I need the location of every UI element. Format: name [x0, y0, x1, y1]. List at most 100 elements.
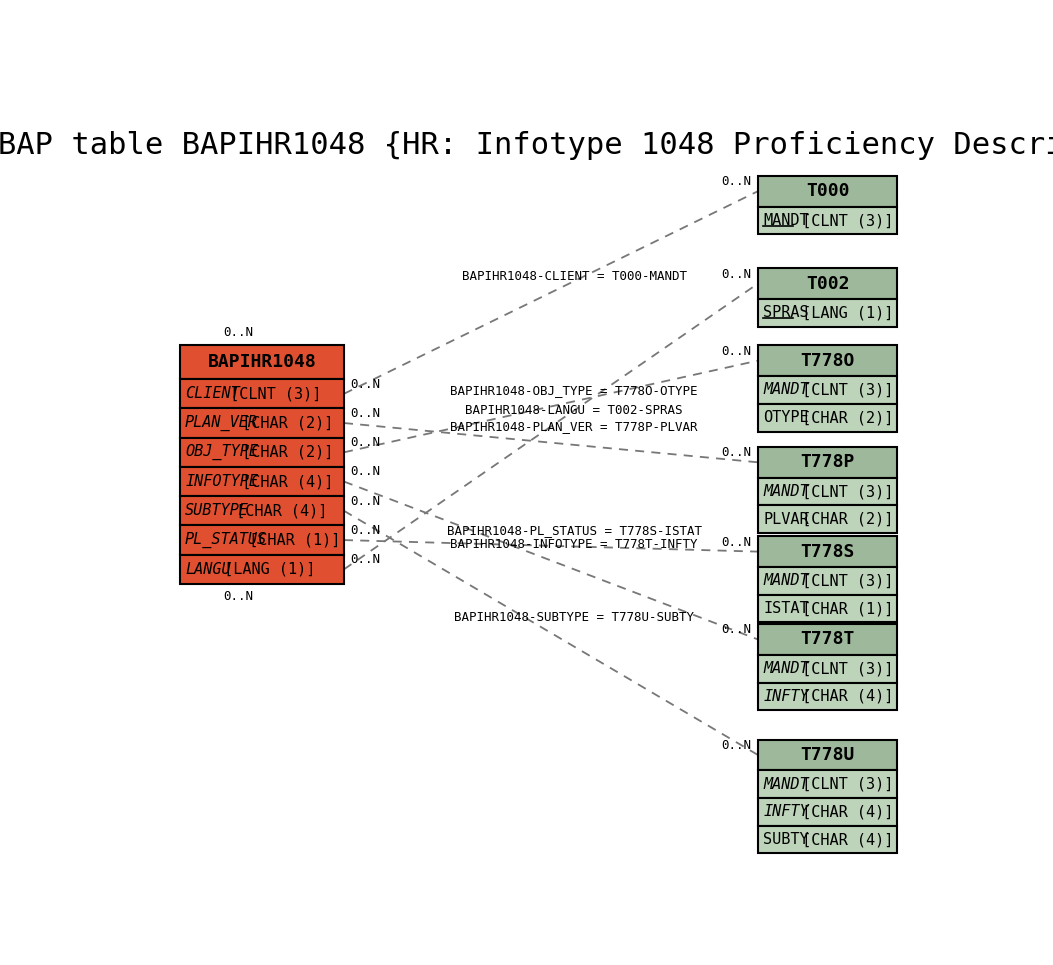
Text: 0..N: 0..N: [223, 326, 254, 339]
Text: [CHAR (1)]: [CHAR (1)]: [794, 601, 894, 616]
Bar: [758, 537, 897, 567]
Text: [CHAR (2)]: [CHAR (2)]: [794, 511, 894, 527]
Bar: [758, 567, 897, 594]
Text: 0..N: 0..N: [351, 495, 380, 508]
Text: PLVAR: PLVAR: [763, 511, 809, 527]
Text: BAPIHR1048: BAPIHR1048: [207, 353, 316, 372]
Bar: [180, 496, 344, 525]
Text: BAPIHR1048-PLAN_VER = T778P-PLVAR: BAPIHR1048-PLAN_VER = T778P-PLVAR: [451, 421, 698, 433]
Text: MANDT: MANDT: [763, 213, 809, 228]
Text: SUBTY: SUBTY: [763, 832, 809, 847]
Bar: [758, 826, 897, 853]
Text: [CHAR (2)]: [CHAR (2)]: [234, 416, 334, 430]
Bar: [180, 525, 344, 555]
Bar: [758, 506, 897, 533]
Text: [CHAR (4)]: [CHAR (4)]: [794, 689, 894, 703]
Text: 0..N: 0..N: [223, 591, 254, 603]
Bar: [758, 207, 897, 234]
Bar: [758, 268, 897, 299]
Text: [CHAR (2)]: [CHAR (2)]: [234, 445, 334, 459]
Bar: [758, 682, 897, 710]
Bar: [758, 594, 897, 622]
Text: 0..N: 0..N: [351, 407, 380, 420]
Bar: [758, 176, 897, 207]
Text: ISTAT: ISTAT: [763, 601, 809, 616]
Text: T000: T000: [806, 182, 850, 201]
Text: 0..N: 0..N: [351, 524, 380, 537]
Text: 0..N: 0..N: [721, 345, 752, 358]
Text: 0..N: 0..N: [351, 377, 380, 391]
Text: MANDT: MANDT: [763, 382, 809, 398]
Text: 0..N: 0..N: [721, 739, 752, 752]
Text: SAP ABAP table BAPIHR1048 {HR: Infotype 1048 Proficiency Description}: SAP ABAP table BAPIHR1048 {HR: Infotype …: [0, 130, 1053, 159]
Text: 0..N: 0..N: [351, 553, 380, 566]
Bar: [758, 739, 897, 770]
Text: MANDT: MANDT: [763, 777, 809, 791]
Text: BAPIHR1048-OBJ_TYPE = T778O-OTYPE: BAPIHR1048-OBJ_TYPE = T778O-OTYPE: [451, 384, 698, 398]
Text: [CHAR (1)]: [CHAR (1)]: [239, 533, 340, 547]
Text: T778T: T778T: [800, 630, 855, 648]
Bar: [758, 447, 897, 478]
Text: T002: T002: [806, 275, 850, 292]
Text: PL_STATUS: PL_STATUS: [185, 532, 267, 548]
Text: SPRAS: SPRAS: [763, 305, 809, 320]
Text: T778S: T778S: [800, 542, 855, 561]
Text: 0..N: 0..N: [721, 267, 752, 281]
Bar: [758, 655, 897, 682]
Text: OBJ_TYPE: OBJ_TYPE: [185, 444, 258, 460]
Text: INFOTYPE: INFOTYPE: [185, 474, 258, 489]
Text: LANGU: LANGU: [185, 562, 231, 577]
Text: [CLNT (3)]: [CLNT (3)]: [794, 484, 894, 499]
Text: BAPIHR1048-LANGU = T002-SPRAS: BAPIHR1048-LANGU = T002-SPRAS: [465, 404, 683, 417]
Text: [CLNT (3)]: [CLNT (3)]: [794, 777, 894, 791]
Text: PLAN_VER: PLAN_VER: [185, 415, 258, 431]
Text: T778O: T778O: [800, 351, 855, 370]
Bar: [180, 408, 344, 438]
Text: [CHAR (2)]: [CHAR (2)]: [794, 410, 894, 426]
Text: [CHAR (4)]: [CHAR (4)]: [794, 832, 894, 847]
Text: SUBTYPE: SUBTYPE: [185, 504, 249, 518]
Bar: [180, 379, 344, 408]
Text: [LANG (1)]: [LANG (1)]: [794, 305, 894, 320]
Text: MANDT: MANDT: [763, 573, 809, 589]
Text: T778U: T778U: [800, 746, 855, 764]
Bar: [180, 438, 344, 467]
Text: [CHAR (4)]: [CHAR (4)]: [227, 504, 327, 518]
Bar: [180, 467, 344, 496]
Text: [CHAR (4)]: [CHAR (4)]: [794, 805, 894, 819]
Text: T778P: T778P: [800, 454, 855, 471]
Bar: [758, 624, 897, 655]
Text: [CLNT (3)]: [CLNT (3)]: [221, 386, 322, 401]
Text: [LANG (1)]: [LANG (1)]: [215, 562, 316, 577]
Text: MANDT: MANDT: [763, 661, 809, 676]
Bar: [758, 798, 897, 826]
Text: [CLNT (3)]: [CLNT (3)]: [794, 661, 894, 676]
Bar: [758, 403, 897, 431]
Text: INFTY: INFTY: [763, 805, 809, 819]
Bar: [758, 299, 897, 327]
Text: BAPIHR1048-SUBTYPE = T778U-SUBTY: BAPIHR1048-SUBTYPE = T778U-SUBTY: [454, 611, 694, 623]
Text: [CHAR (4)]: [CHAR (4)]: [234, 474, 334, 489]
Bar: [758, 376, 897, 403]
Text: MANDT: MANDT: [763, 484, 809, 499]
Text: INFTY: INFTY: [763, 689, 809, 703]
Text: BAPIHR1048-INFOTYPE = T778T-INFTY: BAPIHR1048-INFOTYPE = T778T-INFTY: [451, 538, 698, 551]
Bar: [758, 345, 897, 376]
Text: BAPIHR1048-CLIENT = T000-MANDT: BAPIHR1048-CLIENT = T000-MANDT: [461, 270, 687, 284]
Text: [CLNT (3)]: [CLNT (3)]: [794, 213, 894, 228]
Text: CLIENT: CLIENT: [185, 386, 240, 401]
Text: 0..N: 0..N: [351, 436, 380, 450]
Bar: [180, 555, 344, 584]
Bar: [180, 345, 344, 379]
Text: 0..N: 0..N: [721, 176, 752, 188]
Text: 0..N: 0..N: [721, 623, 752, 636]
Text: OTYPE: OTYPE: [763, 410, 809, 426]
Text: [CLNT (3)]: [CLNT (3)]: [794, 573, 894, 589]
Text: 0..N: 0..N: [721, 536, 752, 548]
Text: [CLNT (3)]: [CLNT (3)]: [794, 382, 894, 398]
Text: 0..N: 0..N: [351, 465, 380, 479]
Text: BAPIHR1048-PL_STATUS = T778S-ISTAT: BAPIHR1048-PL_STATUS = T778S-ISTAT: [446, 524, 701, 537]
Bar: [758, 770, 897, 798]
Text: 0..N: 0..N: [721, 446, 752, 459]
Bar: [758, 478, 897, 506]
